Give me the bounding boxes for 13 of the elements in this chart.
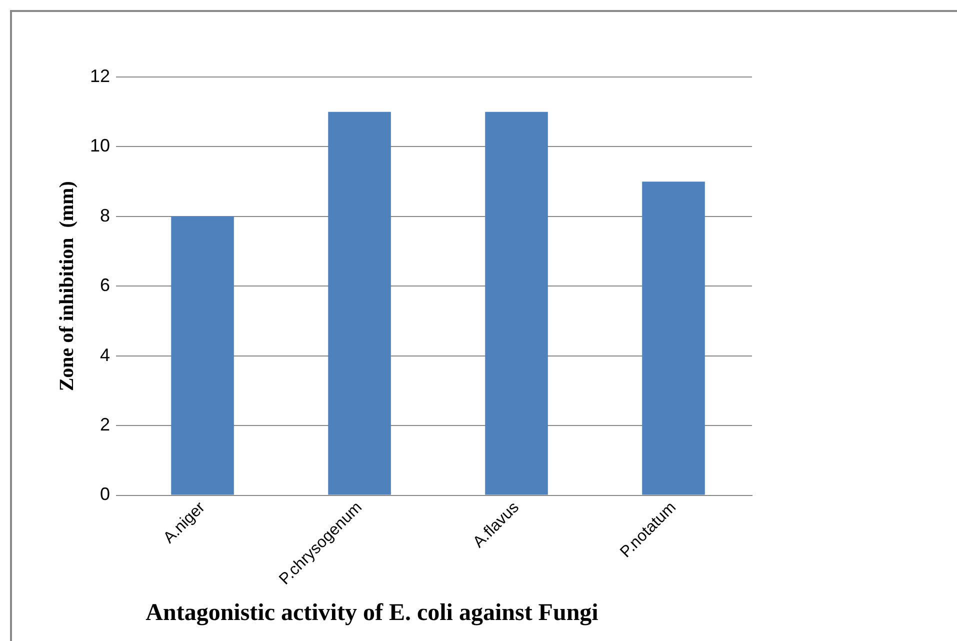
y-tick-label: 4: [100, 344, 110, 365]
y-tick-label: 12: [90, 66, 110, 86]
y-tick-label: 10: [90, 136, 110, 156]
bar: [171, 216, 234, 495]
y-tick-label: 6: [100, 275, 110, 296]
bar: [328, 112, 391, 495]
y-tick-label: 8: [100, 205, 110, 226]
text: Antagonistic activity of E. coli against Fungi: [144, 600, 600, 627]
bar: [485, 112, 548, 495]
y-tick-label: 0: [100, 484, 110, 504]
bar: [642, 182, 705, 495]
y-axis-title: Zone of inhibition (mm): [56, 181, 78, 392]
y-tick-label: 2: [100, 414, 110, 435]
